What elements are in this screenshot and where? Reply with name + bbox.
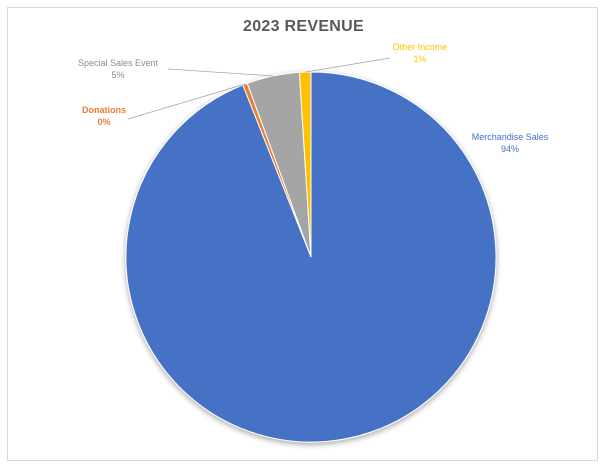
data-label-percent-merchandise-sales: 94% bbox=[501, 144, 519, 154]
data-label-name-merchandise-sales: Merchandise Sales bbox=[472, 132, 549, 142]
data-label-name-other-income: Other Income bbox=[393, 42, 448, 52]
leader-line-special-sales-event bbox=[167, 68, 273, 77]
leader-line-other-income bbox=[305, 57, 391, 73]
data-label-percent-other-income: 1% bbox=[413, 54, 426, 64]
data-label-name-donations: Donations bbox=[82, 105, 126, 115]
data-label-name-special-sales-event: Special Sales Event bbox=[78, 58, 159, 68]
data-label-percent-special-sales-event: 5% bbox=[111, 70, 124, 80]
leader-line-donations bbox=[127, 83, 246, 120]
data-label-percent-donations: 0% bbox=[97, 117, 110, 127]
chart-title: 2023 REVENUE bbox=[243, 18, 364, 35]
